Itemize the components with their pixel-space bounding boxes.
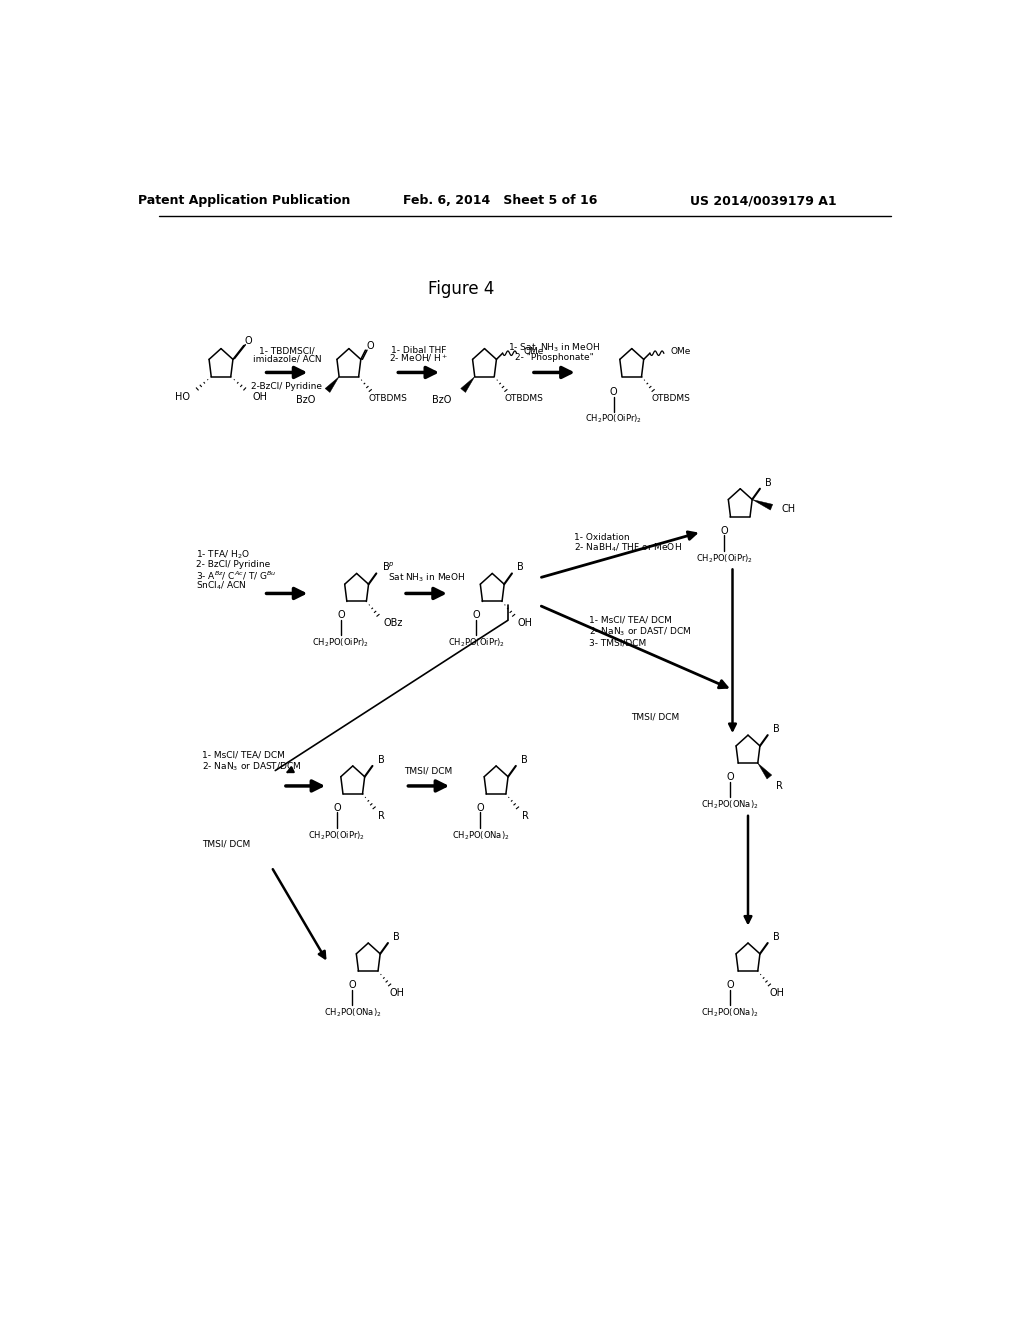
Text: CH$_2$PO(OiPr)$_2$: CH$_2$PO(OiPr)$_2$ <box>447 636 505 649</box>
Text: BzO: BzO <box>432 395 452 405</box>
Text: B: B <box>517 562 524 573</box>
Text: B: B <box>773 723 780 734</box>
Text: 1- TFA/ H$_2$O: 1- TFA/ H$_2$O <box>197 549 251 561</box>
Text: B: B <box>773 932 780 942</box>
Text: HO: HO <box>174 392 189 401</box>
Polygon shape <box>758 763 772 779</box>
Text: 2- BzCl/ Pyridine: 2- BzCl/ Pyridine <box>197 561 270 569</box>
Text: O: O <box>245 335 252 346</box>
Text: OH: OH <box>770 987 784 998</box>
Text: Feb. 6, 2014   Sheet 5 of 16: Feb. 6, 2014 Sheet 5 of 16 <box>402 194 597 207</box>
Text: O: O <box>610 387 617 397</box>
Text: 1- Dibal THF: 1- Dibal THF <box>391 346 446 355</box>
Text: BzO: BzO <box>297 395 315 405</box>
Text: 1- Sat. NH$_3$ in MeOH: 1- Sat. NH$_3$ in MeOH <box>508 342 600 354</box>
Text: O: O <box>473 610 480 620</box>
Text: R: R <box>379 810 385 821</box>
Text: OBz: OBz <box>383 618 402 628</box>
Polygon shape <box>753 499 773 510</box>
Text: Figure 4: Figure 4 <box>428 280 495 298</box>
Text: B: B <box>393 932 400 942</box>
Text: O: O <box>333 803 341 813</box>
Text: 2-BzCl/ Pyridine: 2-BzCl/ Pyridine <box>251 381 323 391</box>
Text: O: O <box>721 525 728 536</box>
Text: 3- A$^{Bz}$/ C$^{Ac}$/ T/ G$^{Bu}$: 3- A$^{Bz}$/ C$^{Ac}$/ T/ G$^{Bu}$ <box>197 569 276 582</box>
Text: OTBDMS: OTBDMS <box>504 393 543 403</box>
Text: O: O <box>726 979 733 990</box>
Text: 2- NaN$_3$ or DAST/DCM: 2- NaN$_3$ or DAST/DCM <box>202 760 301 774</box>
Text: CH$_2$PO(ONa)$_2$: CH$_2$PO(ONa)$_2$ <box>701 799 759 810</box>
Text: Patent Application Publication: Patent Application Publication <box>138 194 350 207</box>
Text: CH$_2$PO(ONa)$_2$: CH$_2$PO(ONa)$_2$ <box>452 829 509 842</box>
Text: OH: OH <box>253 392 267 401</box>
Text: OTBDMS: OTBDMS <box>369 393 408 403</box>
Text: O: O <box>476 803 484 813</box>
Text: 2- NaBH$_4$/ THF or MeOH: 2- NaBH$_4$/ THF or MeOH <box>573 541 682 553</box>
Text: OTBDMS: OTBDMS <box>651 393 690 403</box>
Text: CH$_2$PO(OiPr)$_2$: CH$_2$PO(OiPr)$_2$ <box>696 552 753 565</box>
Text: O: O <box>337 610 345 620</box>
Text: CH$_2$PO(OiPr)$_2$: CH$_2$PO(OiPr)$_2$ <box>312 636 370 649</box>
Text: O: O <box>726 772 733 781</box>
Text: OMe: OMe <box>671 347 691 356</box>
Text: 1- Oxidation: 1- Oxidation <box>573 533 630 541</box>
Text: 1- MsCl/ TEA/ DCM: 1- MsCl/ TEA/ DCM <box>589 616 672 624</box>
Text: TMSI/ DCM: TMSI/ DCM <box>202 840 250 849</box>
Text: B: B <box>378 755 385 764</box>
Text: SnCl$_4$/ ACN: SnCl$_4$/ ACN <box>197 579 247 591</box>
Text: B$^p$: B$^p$ <box>382 561 394 573</box>
Text: US 2014/0039179 A1: US 2014/0039179 A1 <box>690 194 837 207</box>
Text: 3- TMSI/DCM: 3- TMSI/DCM <box>589 639 646 648</box>
Text: TMSI/ DCM: TMSI/ DCM <box>631 713 679 721</box>
Text: O: O <box>367 342 374 351</box>
Text: CH: CH <box>781 504 796 513</box>
Text: TMSI/ DCM: TMSI/ DCM <box>404 766 453 775</box>
Text: OMe: OMe <box>523 347 544 356</box>
Text: 2- NaN$_3$ or DAST/ DCM: 2- NaN$_3$ or DAST/ DCM <box>589 626 691 638</box>
Polygon shape <box>325 376 339 392</box>
Text: imidazole/ ACN: imidazole/ ACN <box>253 354 322 363</box>
Text: 2- MeOH/ H$^+$: 2- MeOH/ H$^+$ <box>389 352 449 364</box>
Text: CH$_2$PO(ONa)$_2$: CH$_2$PO(ONa)$_2$ <box>324 1006 381 1019</box>
Text: Sat NH$_3$ in MeOH: Sat NH$_3$ in MeOH <box>388 572 465 585</box>
Text: R: R <box>776 781 783 791</box>
Text: 1- MsCl/ TEA/ DCM: 1- MsCl/ TEA/ DCM <box>202 751 285 759</box>
Text: R: R <box>522 810 528 821</box>
Text: OH: OH <box>390 987 404 998</box>
Text: O: O <box>348 979 356 990</box>
Text: CH$_2$PO(OiPr)$_2$: CH$_2$PO(OiPr)$_2$ <box>308 829 366 842</box>
Polygon shape <box>461 376 475 392</box>
Text: 2- "Phosphonate": 2- "Phosphonate" <box>515 352 594 362</box>
Text: B: B <box>765 478 772 487</box>
Text: CH$_2$PO(ONa)$_2$: CH$_2$PO(ONa)$_2$ <box>701 1006 759 1019</box>
Text: B: B <box>521 755 528 764</box>
Text: OH: OH <box>518 618 532 628</box>
Text: CH$_2$PO(OiPr)$_2$: CH$_2$PO(OiPr)$_2$ <box>585 413 642 425</box>
Text: 1- TBDMSCI/: 1- TBDMSCI/ <box>259 346 314 355</box>
